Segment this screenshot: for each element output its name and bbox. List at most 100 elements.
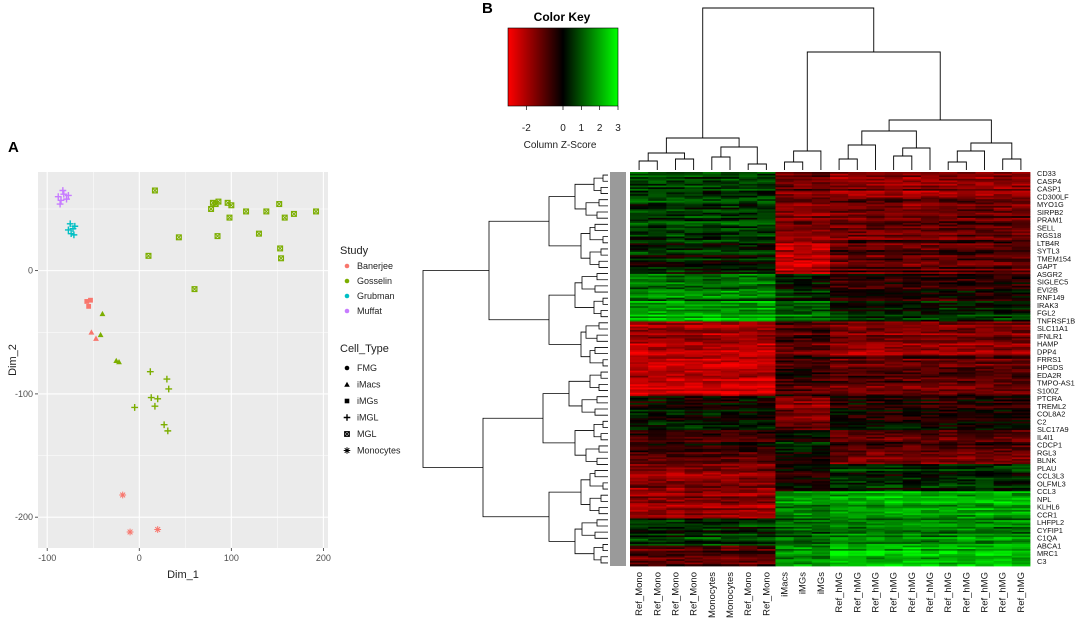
heatmap-cell bbox=[975, 460, 995, 463]
heatmap-cell bbox=[993, 216, 1013, 219]
heatmap-cell bbox=[830, 302, 849, 305]
heatmap-cell bbox=[793, 302, 813, 305]
heatmap-cell bbox=[993, 479, 1013, 482]
heatmap-cell bbox=[775, 265, 795, 268]
heatmap-cell bbox=[957, 397, 976, 400]
heatmap-cell bbox=[702, 499, 722, 502]
heatmap-cell bbox=[702, 491, 722, 494]
heatmap-cell bbox=[757, 355, 776, 358]
heatmap-cell bbox=[866, 435, 885, 438]
heatmap-cell bbox=[993, 431, 1013, 434]
heatmap-cell bbox=[975, 496, 995, 499]
heatmap-cell bbox=[666, 190, 685, 193]
heatmap-cell bbox=[939, 475, 958, 479]
heatmap-cell bbox=[793, 362, 813, 365]
heatmap-cell bbox=[902, 423, 922, 426]
heatmap-cell bbox=[902, 243, 922, 246]
heatmap-cell bbox=[793, 217, 813, 220]
heatmap-cell bbox=[684, 302, 704, 305]
heatmap-cell bbox=[684, 241, 704, 244]
heatmap-cell bbox=[830, 341, 849, 344]
heatmap-cell bbox=[830, 177, 849, 180]
heatmap-cell bbox=[902, 188, 922, 192]
heatmap-cell bbox=[775, 172, 795, 175]
dendrogram-link bbox=[602, 359, 608, 367]
heatmap-cell bbox=[830, 195, 849, 198]
heatmap-cell bbox=[702, 172, 722, 175]
heatmap-cell bbox=[666, 396, 685, 399]
heatmap-cell bbox=[902, 372, 922, 375]
heatmap-cell bbox=[811, 205, 831, 209]
heatmap-cell bbox=[630, 352, 649, 355]
heatmap-cell bbox=[684, 272, 704, 275]
heatmap-cell bbox=[775, 472, 795, 475]
heatmap-cell bbox=[684, 496, 704, 499]
heatmap-cell bbox=[939, 199, 958, 202]
heatmap-cell bbox=[720, 363, 740, 367]
heatmap-cell bbox=[702, 333, 722, 336]
heatmap-cell bbox=[775, 280, 795, 283]
marker-box bbox=[276, 201, 283, 208]
heatmap-cell bbox=[920, 433, 940, 436]
heatmap-cell bbox=[884, 363, 904, 367]
heatmap-cell bbox=[666, 263, 685, 266]
heatmap-cell bbox=[884, 214, 904, 217]
heatmap-cell bbox=[975, 442, 995, 445]
heatmap-cell bbox=[1011, 284, 1031, 287]
heatmap-cell bbox=[866, 419, 885, 423]
heatmap-cell bbox=[848, 370, 867, 373]
heatmap-cell bbox=[702, 345, 722, 348]
heatmap-cell bbox=[684, 431, 704, 434]
heatmap-cell bbox=[993, 459, 1013, 462]
heatmap-cell bbox=[957, 211, 976, 214]
heatmap-cell bbox=[957, 343, 976, 346]
heatmap-cell bbox=[666, 311, 685, 314]
heatmap-cell bbox=[793, 465, 813, 468]
heatmap-cell bbox=[939, 341, 958, 344]
heatmap-cell bbox=[975, 438, 995, 441]
marker-plus bbox=[147, 394, 155, 401]
heatmap-cell bbox=[702, 504, 722, 507]
heatmap-cell bbox=[648, 226, 667, 229]
heatmap-cell bbox=[793, 469, 813, 472]
heatmap-cell bbox=[757, 260, 776, 263]
heatmap-cell bbox=[775, 228, 795, 231]
heatmap-cell bbox=[811, 180, 831, 183]
heatmap-cell bbox=[666, 445, 685, 448]
heatmap-cell bbox=[830, 506, 849, 509]
heatmap-cell bbox=[757, 239, 776, 243]
heatmap-cell bbox=[830, 367, 849, 370]
heatmap-cell bbox=[811, 379, 831, 382]
dendrogram-link bbox=[596, 519, 608, 527]
heatmap-cell bbox=[811, 207, 831, 210]
heatmap-cell bbox=[648, 239, 667, 243]
heatmap-cell bbox=[630, 287, 649, 290]
heatmap-cell bbox=[993, 355, 1013, 358]
heatmap-cell bbox=[702, 285, 722, 288]
heatmap-cell bbox=[848, 513, 867, 516]
heatmap-cell bbox=[648, 182, 667, 185]
heatmap-cell bbox=[957, 234, 976, 237]
heatmap-cell bbox=[793, 182, 813, 185]
heatmap-cell bbox=[648, 292, 667, 295]
heatmap-cell bbox=[975, 248, 995, 251]
heatmap-cell bbox=[739, 394, 758, 397]
heatmap-cell bbox=[811, 194, 831, 197]
heatmap-cell bbox=[666, 324, 685, 327]
heatmap-cell bbox=[1011, 280, 1031, 283]
heatmap-cell bbox=[920, 355, 940, 358]
heatmap-cell bbox=[684, 275, 704, 278]
heatmap-cell bbox=[830, 426, 849, 429]
heatmap-cell bbox=[811, 177, 831, 180]
heatmap-cell bbox=[975, 363, 995, 367]
heatmap-cell bbox=[648, 245, 667, 248]
heatmap-cell bbox=[739, 324, 758, 327]
heatmap-cell bbox=[848, 402, 867, 406]
heatmap-cell bbox=[793, 284, 813, 287]
heatmap-cell bbox=[630, 375, 649, 378]
heatmap-cell bbox=[702, 460, 722, 463]
heatmap-cell bbox=[630, 530, 649, 533]
heatmap-cell bbox=[702, 445, 722, 448]
heatmap-cell bbox=[1011, 365, 1031, 368]
heatmap-cell bbox=[830, 267, 849, 270]
